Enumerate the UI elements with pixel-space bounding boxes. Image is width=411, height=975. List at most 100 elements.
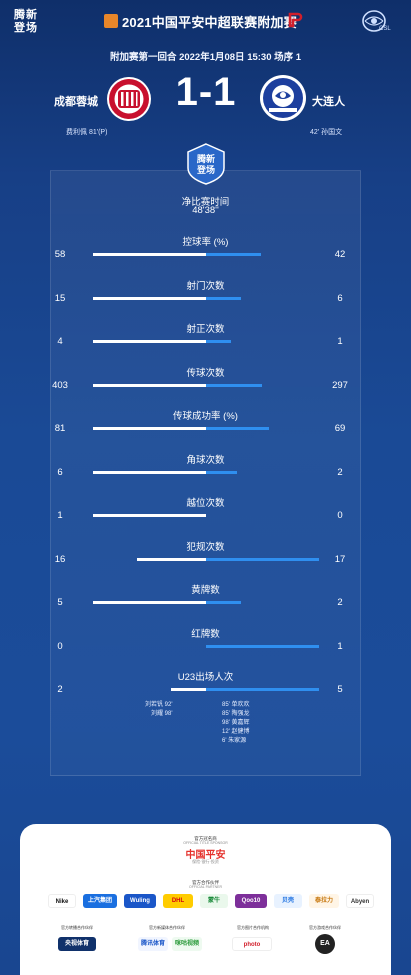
stat-home-value: 0	[57, 641, 63, 652]
stat-away-bar	[206, 601, 241, 604]
stat-away-bar	[206, 384, 262, 387]
stat-away-value: 5	[337, 684, 343, 695]
stat-away-value: 17	[334, 554, 346, 565]
stat-away-value: 69	[334, 423, 346, 434]
new-media-partner-caption: 官方新媒体合作伙伴	[149, 925, 185, 930]
tencent-sports-logo: 腾讯体育	[138, 937, 168, 951]
stat-home-value: 16	[54, 554, 66, 565]
partner-caption-sub: OFFICIAL PARTNER	[189, 885, 222, 889]
match-score: 1-1	[175, 70, 237, 114]
broadcast-partner-caption: 官方转播合作伙伴	[61, 925, 93, 930]
stat-label: 角球次数	[186, 455, 225, 466]
stat-home-value: 5	[57, 597, 63, 608]
title-sponsor-name: 中国平安	[185, 850, 226, 861]
game-partner-caption: 官方游戏合作伙伴	[309, 925, 341, 930]
stat-label: 越位次数	[186, 498, 225, 509]
brand-logo: 腾新 登场	[14, 9, 48, 37]
csl-logo-icon	[362, 10, 386, 32]
title-sponsor-caption-sub: OFFICIAL TITLE SPONSOR	[183, 841, 228, 845]
stat-label: 传球成功率 (%)	[173, 411, 238, 422]
partner-logo: 蒙牛	[200, 894, 228, 908]
partner-logo: 泰拉力	[309, 894, 339, 908]
stat-home-bar	[137, 558, 206, 561]
stat-away-value: 297	[332, 380, 348, 391]
stat-away-bar	[206, 645, 319, 648]
partner-logo: 上汽集团	[83, 894, 117, 908]
home-team-name: 成都蓉城	[54, 96, 98, 108]
stat-home-value: 4	[57, 336, 63, 347]
partner-logo: Nike	[48, 894, 76, 908]
migu-video-logo: 咪咕视频	[172, 937, 202, 951]
photo-partner-caption: 官方图片合作机构	[237, 925, 269, 930]
partner-caption: 官方合作伙伴	[192, 880, 219, 885]
brand-logo-text: 腾新 登场	[14, 9, 38, 34]
stat-away-value: 0	[337, 510, 343, 521]
stat-label: 黄牌数	[191, 585, 220, 596]
stat-home-value: 15	[54, 293, 66, 304]
stat-label: 射门次数	[186, 281, 225, 292]
stat-home-bar	[93, 297, 206, 300]
cctv-sports-logo: 央视体育	[58, 937, 96, 951]
panel-badge-icon: 腾新 登场	[187, 143, 225, 185]
stat-away-bar	[206, 471, 237, 474]
stat-label: 犯规次数	[186, 542, 225, 553]
stat-away-bar	[206, 340, 231, 343]
panel-badge-line2: 登场	[196, 164, 215, 175]
stat-home-bar	[93, 253, 206, 256]
partner-logo: DHL	[163, 894, 193, 908]
stat-label: U23出场人次	[177, 672, 234, 683]
stat-away-bar	[206, 427, 269, 430]
stat-label: 射正次数	[186, 324, 225, 335]
u23-away-list: 85' 单欢欢 85' 陶强龙 98' 黄嘉辉 12' 赵健博 6' 朱家源	[222, 701, 250, 746]
away-team-name: 大连人	[312, 96, 345, 108]
u23-home-list: 刘若钒 92' 刘耀 98'	[145, 701, 173, 719]
away-scorer: 42' 孙国文	[310, 129, 343, 136]
sponsor-badge-icon	[104, 14, 118, 28]
panel-badge-line1: 腾新	[196, 153, 215, 164]
top-banner: 腾新 登场 2021中国平安中超联赛附加赛 CSL	[0, 0, 411, 44]
stat-away-bar	[206, 253, 261, 256]
ea-logo-text: EA	[320, 940, 330, 947]
partner-logo: Wuling	[124, 894, 156, 908]
stat-away-bar	[206, 297, 241, 300]
stat-home-bar	[93, 427, 206, 430]
stat-away-value: 42	[334, 249, 346, 260]
stat-label: 控球率 (%)	[182, 237, 229, 248]
net-time-label: 净比赛时间	[181, 197, 230, 208]
match-info: 附加赛第一回合 2022年1月08日 15:30 场序 1	[109, 52, 302, 63]
chengdu-crest-icon	[107, 77, 151, 121]
stat-home-bar	[93, 340, 206, 343]
stat-label: 红牌数	[191, 629, 220, 640]
pingan-mark-icon	[288, 12, 303, 28]
stat-home-bar	[171, 688, 206, 691]
title-sponsor-caption: 官方冠名商	[194, 836, 217, 841]
stat-away-value: 1	[337, 336, 343, 347]
u23-home-player: 刘若钒 92'	[145, 702, 173, 708]
u23-home-player: 刘耀 98'	[151, 711, 173, 717]
home-scorer: 费利佩 81'(P)	[66, 129, 108, 136]
stat-away-value: 1	[337, 641, 343, 652]
stat-home-value: 403	[52, 380, 68, 391]
photo-agency-logo: photo	[232, 937, 272, 951]
stat-home-bar	[93, 384, 206, 387]
csl-text: CSL	[379, 26, 391, 32]
u23-away-player: 98' 黄嘉辉	[222, 720, 250, 726]
partner-logo: 贝壳	[274, 894, 302, 908]
stat-away-bar	[206, 558, 319, 561]
dalian-crest-icon	[260, 75, 306, 121]
partner-logo: Abyen	[346, 894, 374, 908]
season-title: 2021中国平安中超联赛附加赛	[122, 15, 297, 30]
stat-home-bar	[93, 601, 206, 604]
stat-away-value: 2	[337, 467, 343, 478]
ea-logo-icon: EA	[315, 934, 335, 954]
u23-away-player: 85' 陶强龙	[222, 711, 250, 717]
stat-home-value: 6	[57, 467, 63, 478]
stat-home-bar	[93, 514, 206, 517]
sponsor-panel: 官方冠名商 OFFICIAL TITLE SPONSOR 中国平安 保险·银行·…	[20, 824, 391, 975]
title-sponsor-sub: 保险·银行·投资	[192, 859, 219, 864]
stat-home-value: 81	[54, 423, 66, 434]
stat-home-bar	[93, 471, 206, 474]
stat-home-value: 2	[57, 684, 63, 695]
u23-away-player: 6' 朱家源	[222, 738, 247, 744]
u23-away-player: 12' 赵健博	[222, 729, 250, 735]
